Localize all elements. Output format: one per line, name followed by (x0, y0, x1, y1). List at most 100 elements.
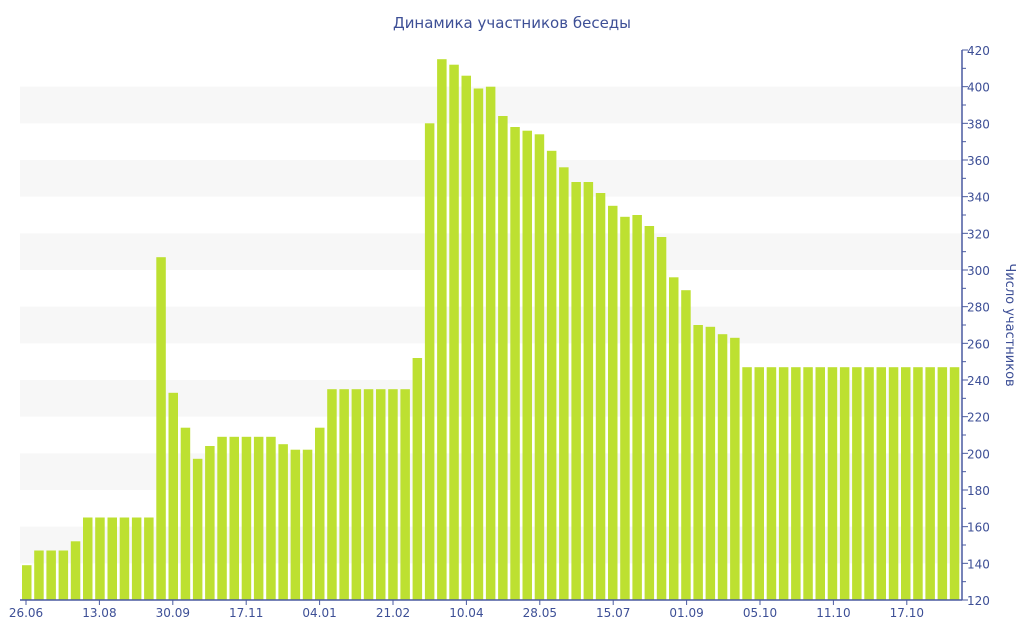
bar (180, 427, 191, 600)
y-tick-label: 200 (967, 447, 990, 461)
y-tick-label: 380 (967, 117, 990, 131)
bar (315, 427, 325, 600)
bar (791, 367, 801, 600)
chart-title: Динамика участников беседы (393, 14, 631, 32)
bar (22, 565, 32, 600)
x-tick-label: 10.04 (449, 606, 483, 620)
bar (546, 150, 557, 601)
bar (144, 517, 154, 600)
y-tick-label: 160 (967, 521, 990, 535)
bar (949, 367, 960, 600)
bar (156, 257, 166, 600)
bar (864, 367, 874, 600)
bar (815, 367, 825, 600)
bar (876, 367, 886, 600)
bar (839, 367, 850, 600)
bar (852, 367, 862, 600)
bar (717, 334, 728, 600)
bar (522, 130, 532, 600)
y-tick-label: 420 (967, 44, 990, 58)
y-axis-ticks: 120 140 160 180 200 220 240 260 280 300 320 340 360 3… (962, 44, 990, 608)
x-tick-label: 01.09 (669, 606, 703, 620)
bar (266, 436, 276, 600)
bar (901, 367, 911, 600)
bar (742, 367, 752, 600)
bar (34, 550, 44, 600)
bar (473, 88, 484, 600)
bar (192, 458, 203, 600)
bar (913, 367, 923, 600)
y-tick-label: 260 (967, 337, 990, 351)
x-axis-ticks: 26.06 13.08 30.09 17.11 04.01 21.02 10.04 28.05… (9, 600, 924, 620)
bar (253, 436, 264, 600)
y-tick-label: 220 (967, 411, 990, 425)
bar (241, 436, 252, 600)
bar (119, 517, 130, 600)
bar (620, 216, 630, 601)
x-tick-label: 15.07 (596, 606, 630, 620)
bar (669, 277, 679, 600)
bar (449, 64, 459, 600)
bar (925, 367, 935, 600)
bar (705, 326, 716, 600)
bar (754, 367, 764, 600)
bar (510, 127, 520, 600)
x-tick-label: 26.06 (9, 606, 43, 620)
bar (571, 182, 581, 600)
x-tick-label: 28.05 (523, 606, 557, 620)
bar (693, 325, 703, 600)
bar (229, 436, 239, 600)
bar (681, 290, 691, 600)
y-tick-label: 240 (967, 374, 990, 388)
bar (363, 389, 374, 600)
y-tick-label: 180 (967, 484, 990, 498)
y-tick-label: 120 (967, 594, 990, 608)
x-tick-label: 17.11 (229, 606, 263, 620)
bar (131, 517, 142, 600)
bar (498, 116, 508, 600)
x-tick-label: 30.09 (156, 606, 190, 620)
y-tick-label: 280 (967, 301, 990, 315)
bar (827, 367, 838, 600)
bar (278, 444, 288, 600)
bar (424, 123, 435, 601)
bar (644, 226, 655, 600)
bars (22, 59, 960, 601)
bar (168, 392, 178, 600)
bar (107, 517, 117, 600)
bar (656, 237, 667, 600)
bar (412, 358, 423, 600)
bar (608, 205, 618, 601)
bar (559, 167, 569, 601)
bar (70, 541, 81, 600)
bar (217, 436, 227, 600)
bar (58, 550, 69, 600)
x-tick-label: 11.10 (816, 606, 850, 620)
bar (290, 449, 301, 600)
y-tick-label: 360 (967, 154, 990, 168)
bar (388, 389, 398, 600)
bar (46, 550, 56, 600)
x-tick-label: 04.01 (302, 606, 336, 620)
x-tick-label: 05.10 (743, 606, 777, 620)
bar (339, 389, 349, 600)
bar (888, 367, 899, 600)
y-tick-label: 300 (967, 264, 990, 278)
bar (461, 75, 471, 600)
bar (437, 59, 447, 600)
bar (485, 86, 496, 600)
bar (302, 449, 313, 600)
bar (595, 193, 606, 600)
bar (327, 389, 337, 600)
bar (937, 367, 948, 600)
y-tick-label: 320 (967, 227, 990, 241)
bar (83, 517, 93, 600)
bar (205, 446, 215, 600)
bar (351, 389, 362, 600)
bar (534, 134, 545, 601)
bar (803, 367, 813, 600)
bar (376, 389, 386, 600)
bar (583, 182, 594, 600)
bar (730, 337, 740, 600)
